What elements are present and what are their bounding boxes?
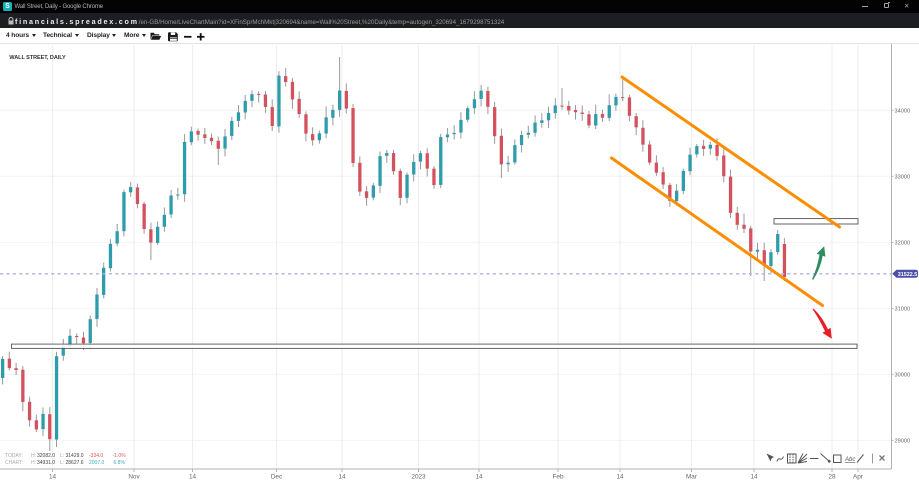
svg-text:2023: 2023: [411, 474, 426, 481]
svg-text:14: 14: [616, 474, 624, 481]
svg-text:30000: 30000: [895, 372, 911, 378]
svg-text:TODAY:CHART: H:H: L:L:: TODAY: CHART: H: H: L: L:: [5, 453, 64, 466]
svg-text:Nov: Nov: [128, 474, 140, 481]
svg-text:14: 14: [750, 474, 758, 481]
svg-text:34000: 34000: [895, 108, 911, 114]
svg-text:28: 28: [828, 474, 836, 481]
svg-text:WALL STREET, DAILY: WALL STREET, DAILY: [9, 55, 66, 61]
svg-text:Feb: Feb: [552, 474, 563, 481]
svg-text:14: 14: [338, 474, 346, 481]
svg-text:31522.5: 31522.5: [898, 272, 918, 278]
svg-text:Abc: Abc: [844, 457, 855, 463]
svg-text:33000: 33000: [895, 174, 911, 180]
svg-text:14: 14: [475, 474, 483, 481]
svg-text:Apr: Apr: [853, 474, 864, 481]
svg-text:Mar: Mar: [686, 474, 698, 481]
svg-text:-334.0-1.0%: -334.0 -1.0%: [89, 453, 126, 459]
svg-text:32000: 32000: [895, 240, 911, 246]
svg-text:29000: 29000: [895, 439, 911, 445]
svg-text:14: 14: [189, 474, 197, 481]
svg-text:Dec: Dec: [271, 474, 283, 481]
svg-text:31000: 31000: [895, 306, 911, 312]
svg-text:2007.06.8%: 2007.0 6.8%: [89, 460, 125, 466]
svg-text:14: 14: [49, 474, 57, 481]
